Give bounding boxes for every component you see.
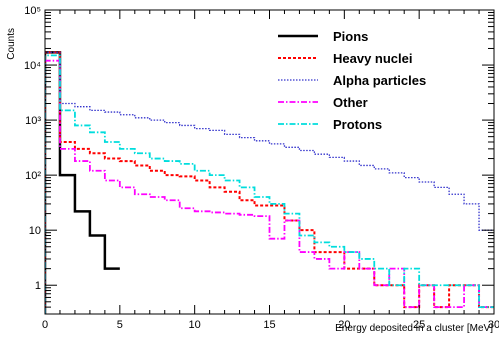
axes-layer: 0 5 10 15 20 25 30 1 10 10² 10³ 10⁴ 10⁵ xyxy=(24,5,499,331)
y-tick-label: 10⁵ xyxy=(24,5,41,17)
legend-label-other: Other xyxy=(333,95,368,110)
x-tick-label: 5 xyxy=(117,319,123,331)
x-tick-label: 10 xyxy=(189,319,201,331)
y-tick-label: 10 xyxy=(29,225,41,237)
legend-label-heavy-nuclei: Heavy nuclei xyxy=(333,51,413,66)
x-axis-title: Energy deposited in a cluster [MeV] xyxy=(335,323,493,334)
y-tick-label: 10³ xyxy=(25,115,41,127)
series-protons xyxy=(45,54,494,314)
x-tick-label: 20 xyxy=(338,319,350,331)
series-pions xyxy=(45,51,120,314)
series-layer xyxy=(45,51,494,314)
x-tick-label: 25 xyxy=(413,319,425,331)
x-tick-label: 0 xyxy=(42,319,48,331)
series-alpha-particles xyxy=(45,51,494,314)
series-other xyxy=(45,59,494,314)
x-tick-label: 15 xyxy=(263,319,275,331)
series-heavy-nuclei xyxy=(45,51,494,314)
legend-label-pions: Pions xyxy=(333,29,368,44)
y-tick-label: 10² xyxy=(25,170,41,182)
y-tick-label: 1 xyxy=(35,280,41,292)
x-tick-label: 30 xyxy=(488,319,499,331)
y-axis-title: Counts xyxy=(6,28,17,60)
legend-label-alpha-particles: Alpha particles xyxy=(333,73,426,88)
y-tick-label: 10⁴ xyxy=(24,60,41,72)
legend: Pions Heavy nuclei Alpha particles Other Pro… xyxy=(278,29,426,132)
legend-label-protons: Protons xyxy=(333,117,382,132)
